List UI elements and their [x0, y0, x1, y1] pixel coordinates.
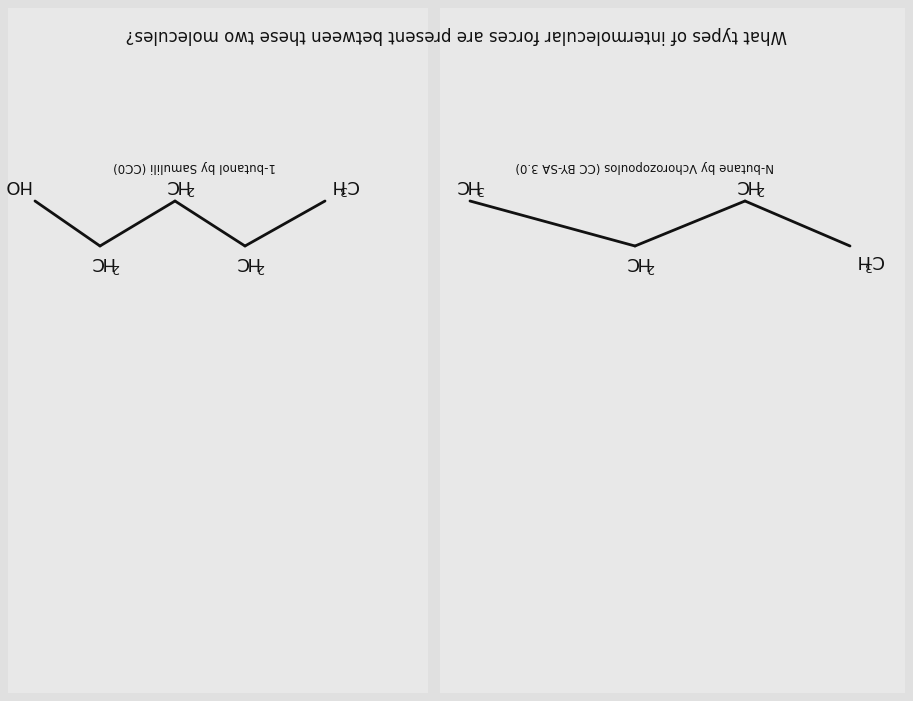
Text: 3: 3 [339, 184, 347, 196]
Text: 2: 2 [646, 261, 654, 273]
Text: H: H [330, 176, 343, 194]
FancyBboxPatch shape [8, 8, 428, 693]
Text: HO: HO [3, 176, 30, 194]
Text: H: H [855, 251, 868, 269]
Text: 1-butanol by Samulili (CC0): 1-butanol by Samulili (CC0) [113, 160, 277, 172]
Text: 2: 2 [111, 261, 119, 273]
Text: C: C [166, 176, 178, 194]
Text: C: C [90, 253, 103, 271]
Text: C: C [736, 176, 749, 194]
Text: H: H [744, 176, 758, 194]
Text: H: H [635, 253, 647, 271]
Text: 3: 3 [864, 259, 872, 271]
Text: 2: 2 [256, 261, 264, 273]
Text: 2: 2 [756, 184, 764, 196]
Text: C: C [870, 251, 883, 269]
Text: C: C [456, 176, 468, 194]
Text: 3: 3 [476, 184, 484, 196]
Text: N-butane by Vchorozopoulos (CC BY-SA 3.0): N-butane by Vchorozopoulos (CC BY-SA 3.0… [516, 160, 774, 172]
FancyBboxPatch shape [440, 8, 905, 693]
Text: What types of intermolecular forces are present between these two molecules?: What types of intermolecular forces are … [125, 26, 787, 44]
Text: H: H [464, 176, 477, 194]
Text: C: C [345, 176, 358, 194]
Text: 2: 2 [186, 184, 194, 196]
Text: C: C [625, 253, 638, 271]
Text: H: H [174, 176, 188, 194]
Text: H: H [245, 253, 257, 271]
Text: H: H [100, 253, 112, 271]
Text: C: C [236, 253, 248, 271]
